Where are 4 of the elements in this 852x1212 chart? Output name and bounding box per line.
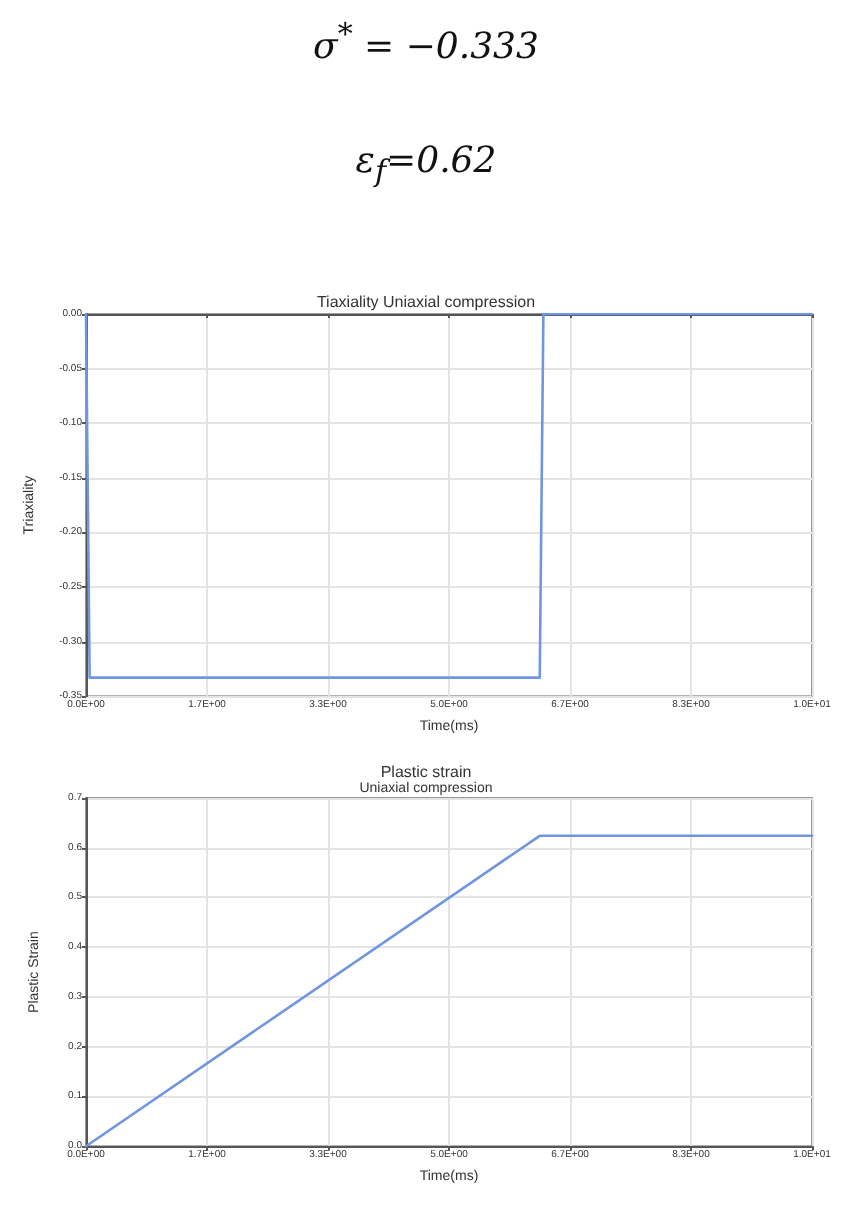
text: ε$_{f}$=0.62 xyxy=(353,140,499,190)
chart-title: Plastic strain xyxy=(380,763,472,781)
text: σ$^{*}$ = −0.333 xyxy=(311,16,541,68)
chart-title: Tiaxiality Uniaxial compression xyxy=(316,293,536,311)
